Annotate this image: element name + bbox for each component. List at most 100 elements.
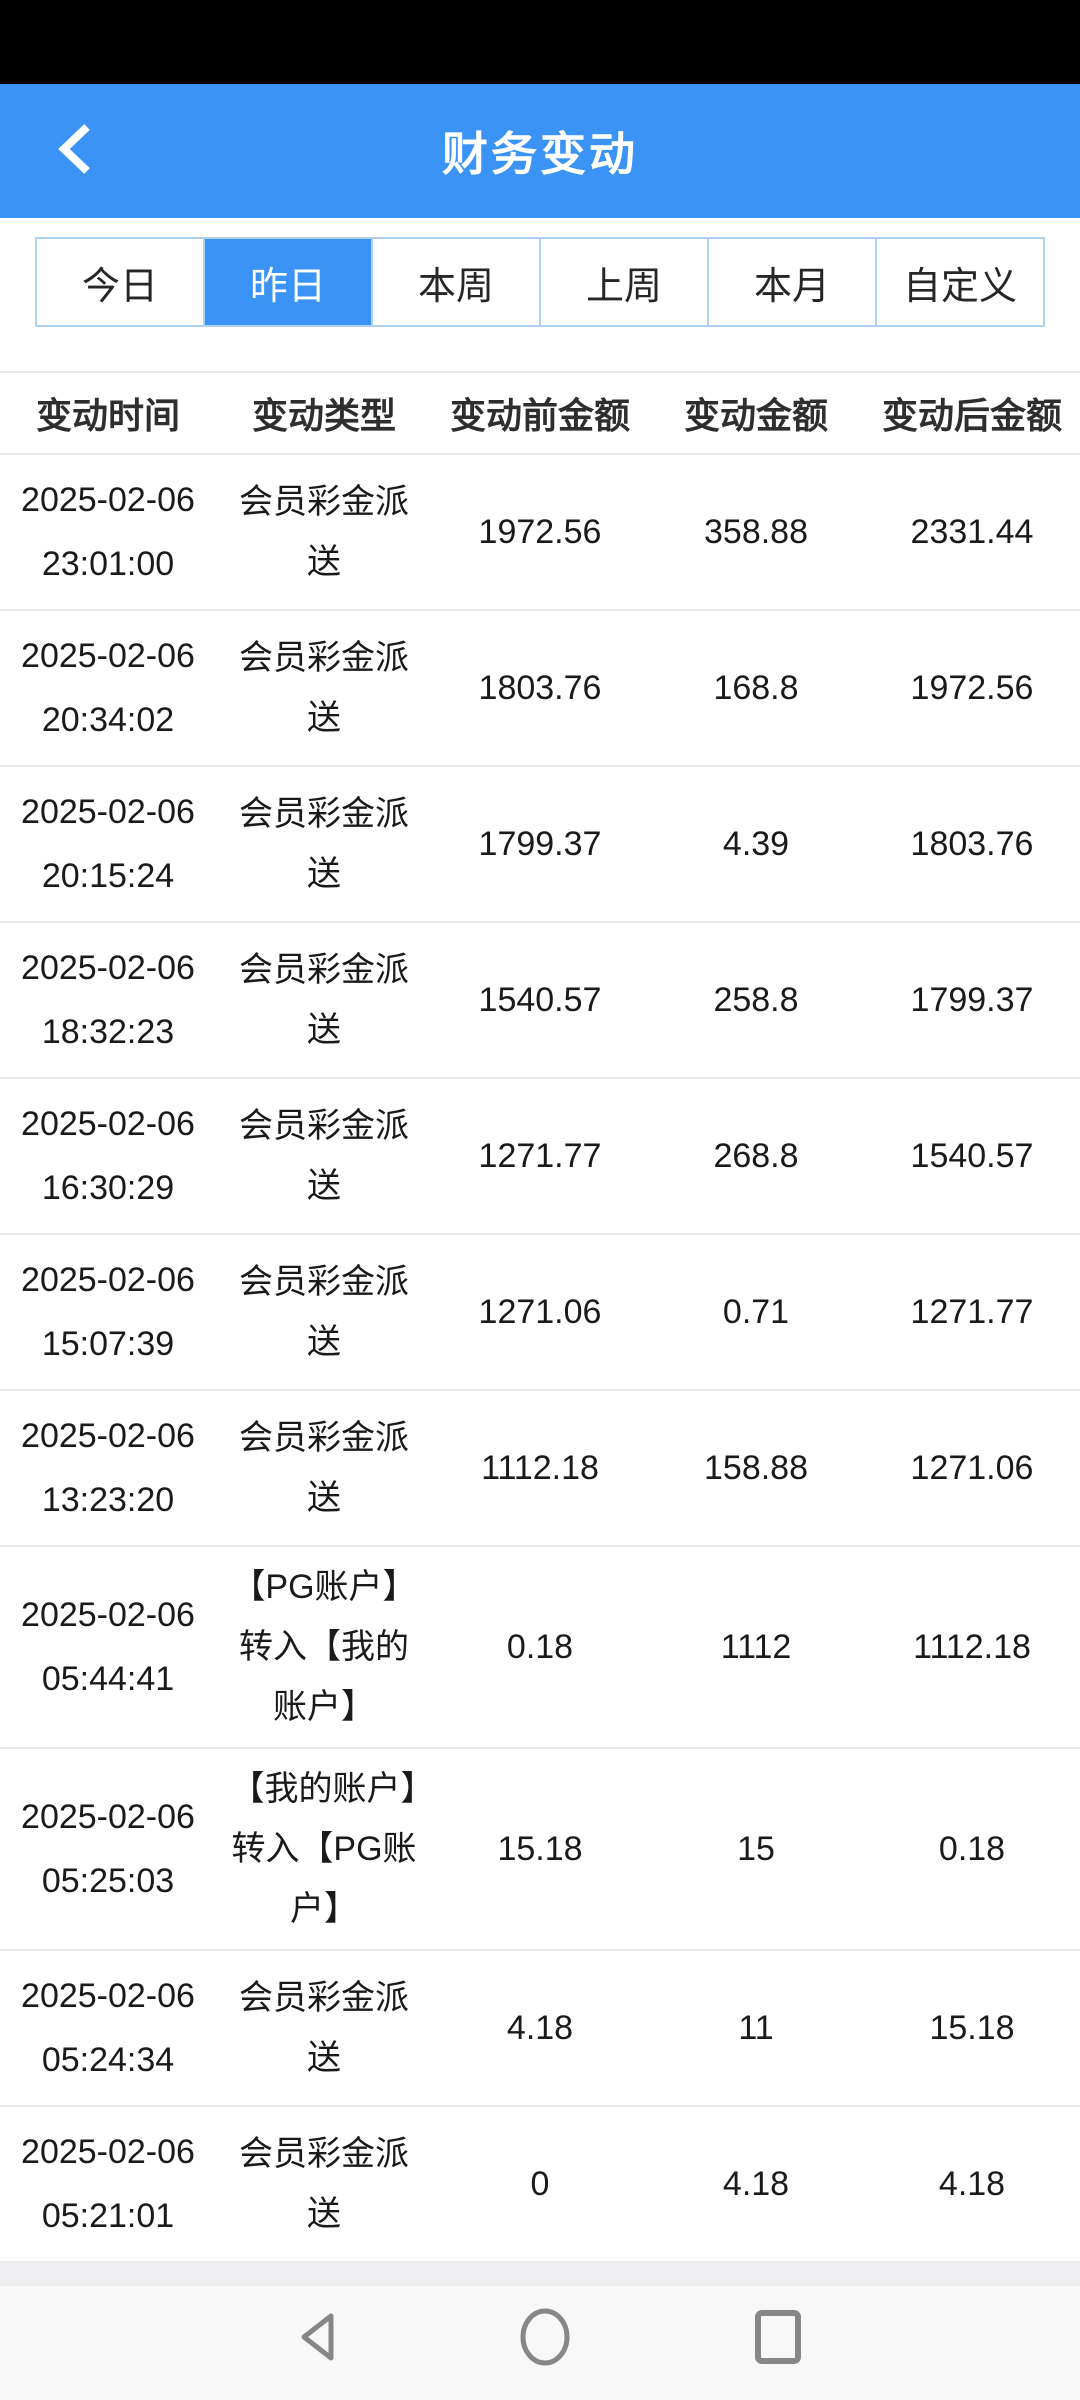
table-row: 2025-02-06 05:24:34 会员彩金派送 4.18 11 15.18	[0, 1951, 1080, 2107]
cell-time: 2025-02-06 20:15:24	[0, 780, 216, 908]
table-header-row: 变动时间 变动类型 变动前金额 变动金额 变动后金额	[0, 371, 1080, 455]
column-header-after: 变动后金额	[881, 395, 1062, 436]
cell-time: 2025-02-06 05:44:41	[0, 1583, 216, 1711]
cell-time: 2025-02-06 15:07:39	[0, 1248, 216, 1376]
cell-after: 1799.37	[910, 980, 1034, 1019]
cell-type: 【我的账户】转入【PG账户】	[230, 1770, 418, 1928]
cell-amount: 258.8	[713, 980, 799, 1019]
cell-amount: 4.18	[722, 2164, 790, 2203]
cell-after: 0.18	[938, 1829, 1006, 1868]
cell-type: 会员彩金派送	[239, 639, 409, 737]
app-header: 财务变动	[0, 84, 1080, 218]
cell-type: 会员彩金派送	[239, 483, 409, 581]
cell-time: 2025-02-06 05:21:01	[0, 2120, 216, 2248]
cell-amount: 168.8	[713, 668, 799, 707]
cell-amount: 158.88	[704, 1448, 808, 1487]
cell-type: 会员彩金派送	[239, 2135, 409, 2233]
column-header-type: 变动类型	[251, 395, 396, 436]
status-bar	[0, 0, 1080, 84]
cell-before: 1112.18	[481, 1448, 599, 1487]
table-row: 2025-02-06 20:34:02 会员彩金派送 1803.76 168.8 …	[0, 611, 1080, 767]
cell-time: 2025-02-06 05:25:03	[0, 1785, 216, 1913]
column-header-before: 变动前金额	[449, 395, 630, 436]
cell-after: 4.18	[938, 2164, 1006, 2203]
cell-date: 2025-02-06	[21, 1977, 195, 2015]
cell-date: 2025-02-06	[21, 1798, 195, 1836]
column-header-time: 变动时间	[35, 395, 180, 436]
cell-amount: 11	[738, 2008, 774, 2047]
cell-clock: 15:07:39	[41, 1325, 175, 1363]
cell-clock: 13:23:20	[41, 1481, 175, 1519]
cell-clock: 18:32:23	[41, 1013, 175, 1051]
cell-clock: 23:01:00	[41, 545, 175, 583]
table-row: 2025-02-06 15:07:39 会员彩金派送 1271.06 0.71 1…	[0, 1235, 1080, 1391]
chevron-left-icon	[56, 122, 94, 181]
cell-after: 1271.77	[910, 1292, 1034, 1331]
cell-type: 会员彩金派送	[239, 1979, 409, 2077]
cell-type: 【PG账户】转入【我的账户】	[231, 1568, 417, 1726]
cell-clock: 16:30:29	[41, 1169, 175, 1207]
cell-date: 2025-02-06	[21, 1261, 195, 1299]
table-row: 2025-02-06 05:21:01 会员彩金派送 0 4.18 4.18	[0, 2107, 1080, 2263]
cell-type: 会员彩金派送	[239, 795, 409, 893]
cell-date: 2025-02-06	[21, 2133, 195, 2171]
cell-date: 2025-02-06	[21, 481, 195, 519]
back-triangle-icon	[295, 2313, 337, 2367]
cell-time: 2025-02-06 05:24:34	[0, 1964, 216, 2092]
cell-date: 2025-02-06	[21, 793, 195, 831]
cell-date: 2025-02-06	[21, 1105, 195, 1143]
date-range-tabs: 今日 昨日 本周 上周 本月 自定义	[35, 237, 1045, 327]
cell-before: 1972.56	[478, 512, 602, 551]
home-circle-icon	[518, 2308, 572, 2371]
cell-type: 会员彩金派送	[239, 1419, 409, 1517]
cell-after: 1540.57	[910, 1136, 1034, 1175]
table-row: 2025-02-06 05:44:41 【PG账户】转入【我的账户】 0.18 1…	[0, 1547, 1080, 1749]
cell-time: 2025-02-06 16:30:29	[0, 1092, 216, 1220]
cell-time: 2025-02-06 23:01:00	[0, 468, 216, 596]
cell-type: 会员彩金派送	[239, 951, 409, 1049]
cell-before: 1271.77	[478, 1136, 602, 1175]
cell-before: 0.18	[506, 1627, 574, 1666]
tab-custom[interactable]: 自定义	[877, 239, 1043, 325]
cell-clock: 05:24:34	[41, 2041, 175, 2079]
cell-amount: 358.88	[704, 512, 808, 551]
tab-yesterday[interactable]: 昨日	[205, 239, 373, 325]
cell-clock: 20:34:02	[41, 701, 175, 739]
cell-before: 1271.06	[478, 1292, 602, 1331]
back-button[interactable]	[36, 84, 114, 218]
table-row: 2025-02-06 13:23:20 会员彩金派送 1112.18 158.88…	[0, 1391, 1080, 1547]
nav-recents-button[interactable]	[754, 2309, 802, 2365]
cell-clock: 05:21:01	[41, 2197, 175, 2235]
table-row: 2025-02-06 16:30:29 会员彩金派送 1271.77 268.8 …	[0, 1079, 1080, 1235]
cell-date: 2025-02-06	[21, 637, 195, 675]
cell-amount: 15	[737, 1829, 775, 1868]
table-row: 2025-02-06 18:32:23 会员彩金派送 1540.57 258.8 …	[0, 923, 1080, 1079]
cell-clock: 05:44:41	[41, 1660, 175, 1698]
transactions-table: 变动时间 变动类型 变动前金额 变动金额 变动后金额 2025-02-06 23:…	[0, 371, 1080, 2263]
table-row: 2025-02-06 05:25:03 【我的账户】转入【PG账户】 15.18 …	[0, 1749, 1080, 1951]
column-header-amount: 变动金额	[683, 395, 828, 436]
cell-date: 2025-02-06	[21, 1417, 195, 1455]
cell-amount: 268.8	[713, 1136, 799, 1175]
cell-amount: 1112	[720, 1627, 792, 1666]
tab-today[interactable]: 今日	[37, 239, 205, 325]
tab-last-week[interactable]: 上周	[541, 239, 709, 325]
cell-after: 2331.44	[910, 512, 1034, 551]
nav-back-button[interactable]	[295, 2311, 337, 2363]
cell-time: 2025-02-06 13:23:20	[0, 1404, 216, 1532]
cell-before: 15.18	[497, 1829, 583, 1868]
cell-amount: 4.39	[722, 824, 790, 863]
nav-home-button[interactable]	[518, 2307, 572, 2367]
cell-before: 1540.57	[478, 980, 602, 1019]
tab-this-week[interactable]: 本周	[373, 239, 541, 325]
cell-before: 0	[530, 2164, 550, 2203]
cell-type: 会员彩金派送	[239, 1263, 409, 1361]
recents-square-icon	[754, 2309, 802, 2369]
tab-this-month[interactable]: 本月	[709, 239, 877, 325]
cell-before: 1803.76	[478, 668, 602, 707]
cell-type: 会员彩金派送	[239, 1107, 409, 1205]
cell-date: 2025-02-06	[21, 949, 195, 987]
cell-time: 2025-02-06 20:34:02	[0, 624, 216, 752]
cell-clock: 20:15:24	[41, 857, 175, 895]
table-row: 2025-02-06 20:15:24 会员彩金派送 1799.37 4.39 1…	[0, 767, 1080, 923]
